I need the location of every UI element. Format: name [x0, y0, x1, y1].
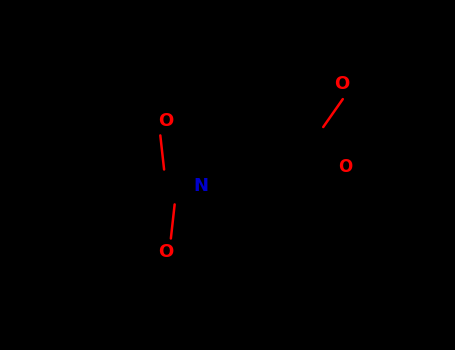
- Text: O: O: [338, 158, 352, 176]
- Text: O: O: [334, 75, 349, 93]
- Text: O: O: [158, 112, 173, 130]
- Text: O: O: [158, 243, 173, 261]
- Text: N: N: [193, 177, 208, 195]
